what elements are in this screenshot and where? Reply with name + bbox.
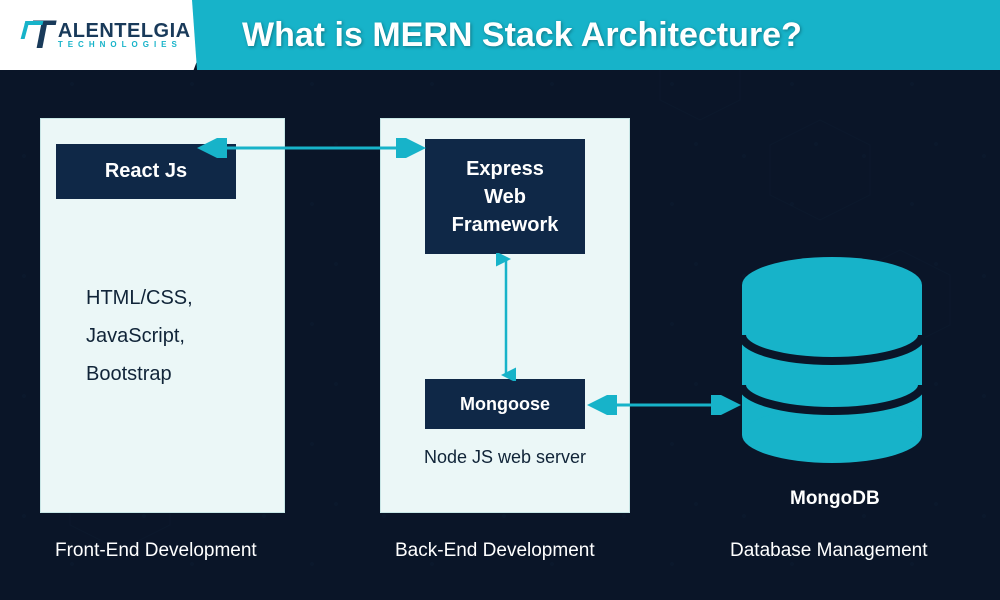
express-line: Express (466, 155, 544, 183)
frontend-tech-list: HTML/CSS, JavaScript, Bootstrap (86, 279, 193, 393)
header: T ALENTELGIA TECHNOLOGIES What is MERN S… (0, 0, 1000, 70)
express-line: Web (484, 183, 526, 211)
express-line: Framework (452, 211, 559, 239)
backend-section-label: Back-End Development (395, 540, 595, 562)
tech-item: Bootstrap (86, 355, 193, 393)
react-node: React Js (56, 144, 236, 199)
logo: T ALENTELGIA TECHNOLOGIES (29, 19, 190, 51)
diagram-canvas: React Js HTML/CSS, JavaScript, Bootstrap… (0, 70, 1000, 600)
database-label: MongoDB (790, 488, 880, 510)
database-section-label: Database Management (730, 540, 928, 562)
tech-item: JavaScript, (86, 317, 193, 355)
logo-container: T ALENTELGIA TECHNOLOGIES (0, 0, 220, 70)
frontend-panel: React Js HTML/CSS, JavaScript, Bootstrap (40, 118, 285, 513)
backend-panel: Express Web Framework Mongoose Node JS w… (380, 118, 630, 513)
express-node: Express Web Framework (425, 139, 585, 254)
logo-tagline: TECHNOLOGIES (58, 41, 191, 49)
tech-item: HTML/CSS, (86, 279, 193, 317)
frontend-section-label: Front-End Development (55, 540, 257, 562)
mongoose-node: Mongoose (425, 379, 585, 429)
database-icon (740, 255, 925, 470)
title-bar: What is MERN Stack Architecture? (192, 0, 1000, 70)
page-title: What is MERN Stack Architecture? (242, 16, 802, 55)
backend-server-label: Node JS web server (399, 447, 611, 468)
logo-brand: ALENTELGIA (58, 21, 191, 41)
logo-mark-icon: T (29, 19, 53, 51)
